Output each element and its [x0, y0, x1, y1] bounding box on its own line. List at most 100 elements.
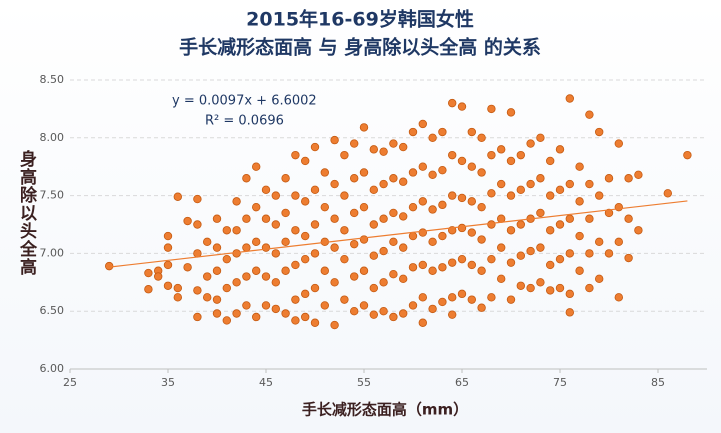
point — [497, 243, 506, 252]
point — [546, 191, 555, 200]
point — [104, 261, 114, 271]
point — [212, 295, 222, 304]
point — [212, 266, 222, 275]
point — [408, 168, 418, 177]
point — [163, 281, 173, 290]
x-tick-label: 85 — [651, 376, 665, 389]
point — [340, 254, 349, 264]
point — [389, 270, 398, 279]
point — [212, 214, 222, 223]
point — [546, 286, 555, 295]
point — [379, 307, 388, 316]
point — [232, 309, 241, 318]
point — [330, 179, 339, 189]
point — [399, 177, 408, 186]
trend-equation: y = 0.0097x + 6.6002 — [172, 94, 317, 109]
point — [536, 174, 545, 183]
point — [350, 139, 359, 148]
point — [624, 174, 633, 183]
point — [301, 231, 310, 241]
point — [585, 110, 594, 119]
point — [379, 246, 388, 256]
point — [467, 228, 476, 237]
point — [291, 226, 300, 235]
point — [624, 253, 633, 263]
point — [202, 293, 212, 302]
point — [575, 231, 584, 241]
point — [222, 283, 231, 293]
point — [144, 285, 153, 294]
trend-r2: R² = 0.0696 — [205, 114, 284, 129]
x-tick-label: 25 — [63, 376, 77, 389]
point — [261, 185, 271, 195]
point — [330, 320, 339, 330]
point — [555, 283, 565, 293]
point — [438, 231, 447, 241]
point — [575, 162, 584, 171]
x-tick-label: 35 — [161, 376, 175, 389]
point — [340, 150, 349, 160]
point — [536, 243, 545, 252]
point — [487, 189, 496, 198]
point — [526, 179, 535, 189]
point — [448, 258, 457, 267]
point — [222, 226, 231, 235]
point — [516, 185, 525, 195]
point — [379, 147, 388, 156]
point — [291, 316, 300, 325]
point — [536, 133, 545, 142]
point — [428, 205, 437, 214]
point — [595, 127, 604, 137]
point — [301, 156, 310, 166]
point — [506, 226, 516, 235]
point — [340, 295, 349, 304]
point — [202, 272, 212, 281]
point — [252, 202, 261, 212]
point — [555, 220, 565, 229]
point — [379, 278, 388, 287]
point — [428, 133, 437, 142]
point — [281, 174, 290, 183]
point — [183, 263, 192, 272]
point — [526, 283, 535, 293]
point — [212, 309, 222, 318]
point — [506, 295, 516, 304]
point — [438, 297, 447, 307]
point — [536, 278, 545, 287]
point — [310, 318, 320, 327]
y-axis-label: 身高除以头全高 — [16, 150, 36, 276]
point — [467, 260, 476, 270]
point — [369, 145, 378, 154]
point — [183, 216, 192, 226]
point — [497, 274, 506, 284]
point — [261, 243, 271, 252]
point — [457, 223, 467, 233]
x-tick-label: 45 — [259, 376, 273, 389]
point — [222, 316, 231, 325]
point — [438, 200, 447, 210]
point — [232, 226, 241, 235]
point — [497, 145, 506, 154]
point — [320, 168, 329, 177]
point — [634, 226, 643, 235]
point — [310, 249, 320, 258]
point — [604, 249, 614, 258]
point — [350, 272, 359, 281]
point — [536, 208, 545, 218]
point — [418, 293, 427, 302]
point — [144, 268, 153, 278]
point — [467, 197, 476, 206]
point — [506, 108, 516, 117]
point — [506, 156, 516, 166]
point — [163, 260, 173, 270]
point — [173, 283, 182, 293]
point — [418, 162, 427, 171]
point — [448, 150, 457, 160]
point — [565, 289, 574, 299]
point — [193, 312, 202, 322]
point — [242, 243, 251, 252]
point — [516, 150, 525, 160]
point — [487, 293, 496, 302]
y-tick-label: 8.00 — [40, 131, 65, 144]
point — [330, 214, 339, 223]
